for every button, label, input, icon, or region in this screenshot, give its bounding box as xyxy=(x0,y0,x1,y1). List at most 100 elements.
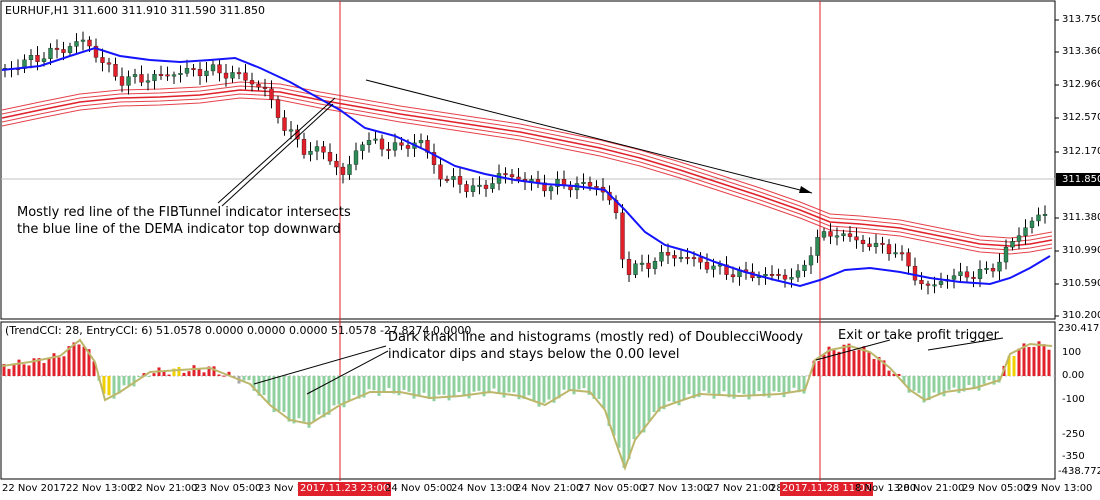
candle xyxy=(1003,239,1009,270)
exit-annotation: Exit or take profit trigger xyxy=(838,328,1000,343)
candle xyxy=(132,68,138,84)
histogram-bar xyxy=(972,376,976,388)
histogram-bar xyxy=(557,376,561,399)
histogram-bar xyxy=(407,376,411,392)
candle xyxy=(457,168,463,194)
trend-arrow-head xyxy=(799,186,812,193)
histogram-bar xyxy=(152,373,156,376)
histogram-bar xyxy=(897,373,901,376)
price-label: 312.960 xyxy=(1062,79,1100,90)
histogram-bar xyxy=(92,361,96,376)
candle xyxy=(262,78,268,97)
histogram-bar xyxy=(552,376,556,403)
fibtunnel-band xyxy=(1,85,1053,243)
candle xyxy=(379,134,385,157)
histogram-bar xyxy=(742,376,746,395)
histogram-bar xyxy=(1017,348,1021,376)
candle xyxy=(672,250,677,267)
histogram-bar xyxy=(297,376,301,419)
candle xyxy=(28,49,34,69)
time-label: 22 Nov 2017 xyxy=(2,483,67,494)
histogram-bar xyxy=(282,376,286,412)
histogram-bar xyxy=(822,354,826,376)
price-label: 310.990 xyxy=(1062,245,1100,256)
histogram-bar xyxy=(362,376,366,398)
histogram-bar xyxy=(447,376,451,401)
exit-pointer-1 xyxy=(815,339,891,361)
ohlc-values: 311.600 311.910 311.590 311.850 xyxy=(72,4,266,17)
candle xyxy=(821,227,827,241)
histogram-bar xyxy=(22,364,26,376)
histogram-bar xyxy=(567,376,571,391)
candle xyxy=(867,237,872,251)
histogram-bar xyxy=(867,352,871,376)
histogram-bar xyxy=(682,376,686,399)
histogram-bar xyxy=(657,376,661,412)
candle xyxy=(509,169,515,184)
candle xyxy=(730,266,736,283)
histogram-bar xyxy=(942,376,946,397)
histogram-bar xyxy=(467,376,471,399)
candle xyxy=(288,120,294,140)
histogram-bar xyxy=(507,376,511,393)
histogram-bar xyxy=(817,361,821,376)
woody-khaki-line xyxy=(1,338,1053,471)
price-label: 313.750 xyxy=(1062,14,1100,25)
price-label: 311.380 xyxy=(1062,212,1100,223)
candle xyxy=(438,157,443,187)
candle xyxy=(724,256,729,280)
histogram-bar xyxy=(907,376,911,393)
histogram-bar xyxy=(422,376,426,393)
fib-pointer-1 xyxy=(217,97,336,204)
candle xyxy=(184,59,190,77)
histogram-bar xyxy=(572,376,576,395)
candle xyxy=(1023,219,1028,245)
candle xyxy=(542,174,547,197)
histogram-bar xyxy=(457,376,461,393)
histogram-bar xyxy=(832,350,836,376)
time-label: 24 Nov 21:00 xyxy=(515,483,583,494)
histogram-bar xyxy=(147,376,151,377)
histogram-bar xyxy=(767,376,771,398)
histogram-bar xyxy=(992,376,996,385)
histogram-bar xyxy=(187,371,191,376)
candle xyxy=(197,62,203,85)
histogram-bar xyxy=(962,376,966,392)
histogram-bar xyxy=(717,376,721,395)
candle xyxy=(373,130,378,144)
candle xyxy=(139,65,144,87)
histogram-bar xyxy=(167,374,171,376)
histogram-bar xyxy=(917,376,921,393)
woody-histogram xyxy=(2,341,1051,468)
histogram-bar xyxy=(312,376,316,421)
woody-pointer-1 xyxy=(253,345,387,385)
histogram-bar xyxy=(222,375,226,377)
histogram-bar xyxy=(277,376,281,411)
histogram-bar xyxy=(37,358,41,376)
histogram-bar xyxy=(302,376,306,422)
candle xyxy=(964,266,970,282)
histogram-bar xyxy=(627,376,631,460)
histogram-bar xyxy=(797,376,801,393)
candle xyxy=(626,251,632,283)
candle xyxy=(223,64,229,87)
histogram-bar xyxy=(517,376,521,400)
histogram-bar xyxy=(587,376,591,395)
histogram-bar xyxy=(862,346,866,376)
candle xyxy=(366,132,372,153)
time-highlight-entry: 2017.11.23 23:00 xyxy=(298,482,392,496)
histogram-bar xyxy=(712,376,716,399)
candle xyxy=(990,263,996,278)
histogram-bar xyxy=(702,376,706,391)
candle xyxy=(269,80,274,109)
histogram-bar xyxy=(562,376,566,390)
candle xyxy=(249,72,255,92)
candle xyxy=(652,257,658,275)
histogram-bar xyxy=(707,376,711,394)
histogram-bar xyxy=(982,376,986,384)
candle xyxy=(1010,237,1015,251)
time-label: 22 Nov 13:00 xyxy=(66,483,134,494)
candle xyxy=(704,253,710,274)
histogram-bar xyxy=(737,376,741,393)
